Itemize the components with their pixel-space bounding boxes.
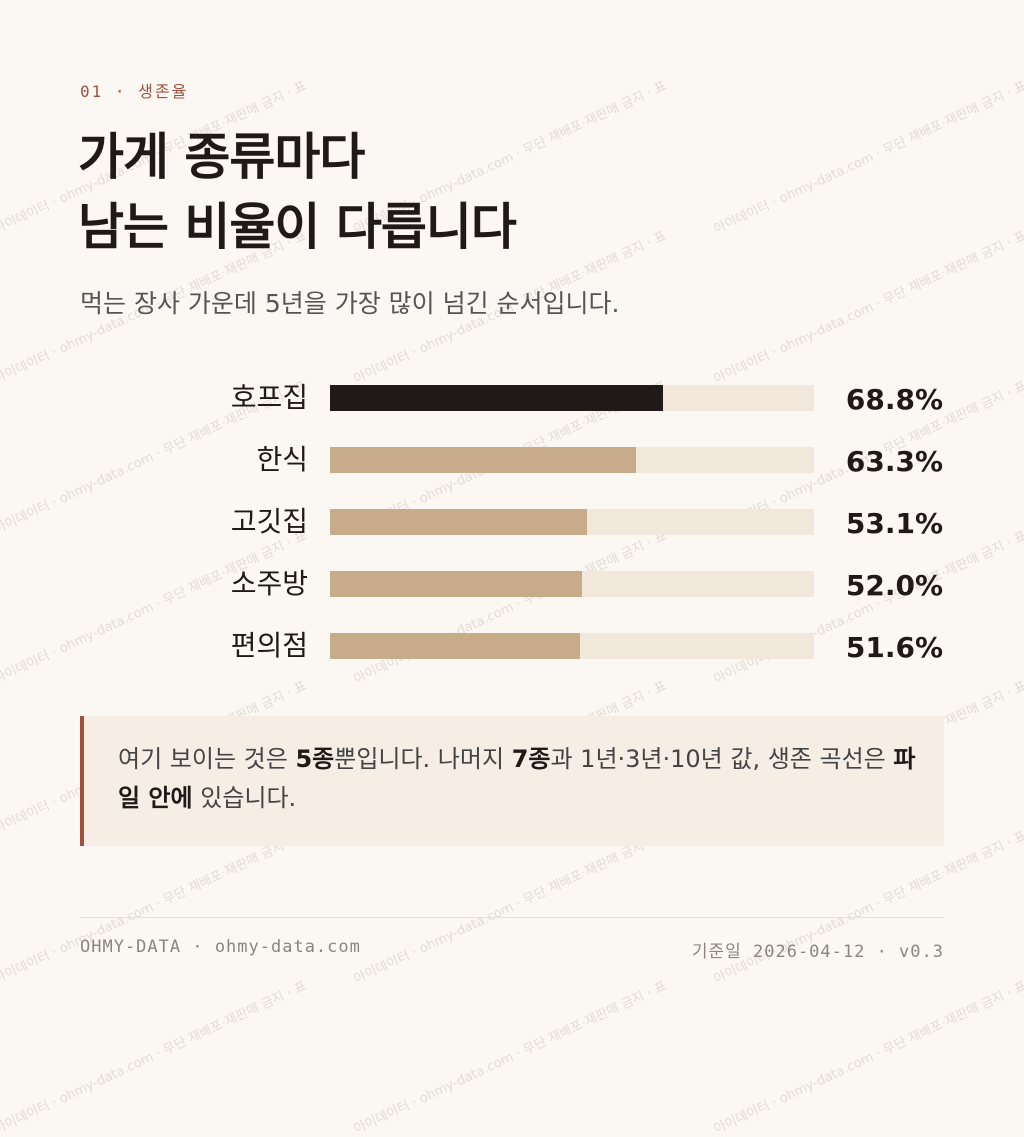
footer-left: OHMY-DATA · ohmy-data.com — [80, 937, 361, 957]
chart-title: 가게 종류마다 — [78, 128, 365, 186]
eyebrow: 01 · 생존율 — [80, 82, 189, 101]
bar — [330, 447, 637, 473]
note-text: 여기 보이는 것은 5종뿐입니다. 나머지 7종과 1년·3년·10년 값, 생… — [118, 740, 918, 818]
page: {"chart_data": { "type": "bar", "orienta… — [0, 78, 1024, 1137]
watermark: 아이데이터 · ohmy-data.com · 무단 재배포·재판매 금지 · … — [0, 978, 310, 1137]
value-label: 51.6% — [845, 631, 943, 664]
category-label: 소주방 — [230, 567, 308, 600]
value-label: 68.8% — [845, 383, 943, 416]
value-label: 52.0% — [845, 569, 943, 602]
watermark: 아이데이터 · ohmy-data.com · 무단 재배포·재판매 금지 · … — [351, 828, 670, 988]
note-segment: 뿐입니다. 나머지 — [334, 745, 512, 773]
watermark: 아이데이터 · ohmy-data.com · 무단 재배포·재판매 금지 · … — [0, 828, 310, 988]
note-box: 여기 보이는 것은 5종뿐입니다. 나머지 7종과 1년·3년·10년 값, 생… — [80, 716, 944, 846]
watermark: 아이데이터 · ohmy-data.com · 무단 재배포·재판매 금지 · … — [711, 828, 1024, 988]
subtitle: 먹는 장사 가운데 5년을 가장 많이 넘긴 순서입니다. — [80, 289, 620, 318]
note-segment: 여기 보이는 것은 — [118, 745, 296, 773]
value-label: 63.3% — [845, 445, 943, 478]
watermark: 아이데이터 · ohmy-data.com · 무단 재배포·재판매 금지 · … — [351, 978, 670, 1137]
category-label: 한식 — [256, 443, 308, 476]
value-label: 53.1% — [845, 507, 943, 540]
watermark: 아이데이터 · ohmy-data.com · 무단 재배포·재판매 금지 · … — [711, 228, 1024, 388]
note-emphasis: 7종 — [511, 745, 551, 773]
category-label: 호프집 — [230, 381, 308, 414]
bar — [330, 633, 580, 659]
note-segment: 과 1년·3년·10년 값, 생존 곡선은 — [550, 745, 894, 773]
bar — [330, 509, 587, 535]
body: 아이데이터 · ohmy-data.com · 무단 재배포·재판매 금지 · … — [0, 78, 1024, 1137]
note-emphasis: 5종 — [295, 745, 335, 773]
bar — [330, 385, 663, 411]
note-segment: 있습니다. — [192, 784, 297, 812]
bar — [330, 571, 582, 597]
note-emphasis: 파일 안에 — [118, 745, 916, 812]
category-label: 고깃집 — [230, 505, 308, 538]
footer-right: 기준일 2026-04-12 · v0.3 — [691, 942, 944, 962]
watermark: 아이데이터 · ohmy-data.com · 무단 재배포·재판매 금지 · … — [351, 528, 670, 688]
chart-title: 남는 비율이 다릅니다 — [78, 198, 517, 256]
watermark: 아이데이터 · ohmy-data.com · 무단 재배포·재판매 금지 · … — [711, 78, 1024, 238]
category-label: 편의점 — [230, 629, 308, 662]
divider — [80, 917, 944, 918]
watermark: 아이데이터 · ohmy-data.com · 무단 재배포·재판매 금지 · … — [711, 978, 1024, 1137]
